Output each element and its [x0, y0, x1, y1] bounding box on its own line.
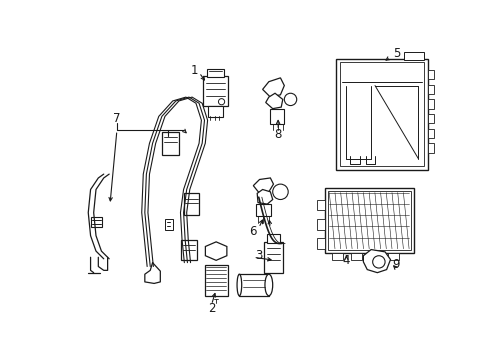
Bar — [427, 143, 433, 153]
Bar — [336, 59, 427, 170]
Bar — [316, 238, 324, 249]
Bar — [427, 70, 433, 80]
Bar — [327, 191, 410, 250]
Circle shape — [284, 93, 296, 105]
Polygon shape — [257, 189, 272, 204]
Bar — [91, 217, 102, 227]
Bar — [316, 219, 324, 230]
Bar — [207, 106, 223, 117]
Bar — [203, 76, 227, 106]
Ellipse shape — [237, 274, 241, 296]
Text: 8: 8 — [274, 127, 281, 140]
Bar — [427, 85, 433, 94]
Polygon shape — [253, 178, 273, 193]
Bar — [267, 234, 279, 243]
Circle shape — [218, 99, 224, 105]
Circle shape — [272, 184, 287, 199]
Bar — [350, 253, 361, 260]
Bar — [316, 199, 324, 210]
Bar — [204, 265, 227, 296]
Bar — [183, 193, 199, 215]
Circle shape — [372, 256, 384, 268]
Bar — [427, 114, 433, 123]
Bar — [239, 274, 268, 296]
Bar — [369, 253, 380, 260]
Polygon shape — [363, 249, 390, 273]
Ellipse shape — [264, 274, 272, 296]
Text: 9: 9 — [391, 258, 399, 271]
Bar — [264, 242, 282, 273]
Bar — [387, 253, 398, 260]
Bar — [324, 188, 413, 253]
Text: 3: 3 — [254, 249, 262, 262]
Text: 4: 4 — [342, 254, 349, 267]
Bar — [427, 129, 433, 138]
Bar — [332, 253, 343, 260]
Text: 6: 6 — [249, 225, 257, 238]
Bar — [404, 53, 423, 60]
Bar — [255, 204, 270, 216]
Bar — [270, 109, 284, 124]
Text: 7: 7 — [113, 112, 121, 125]
Bar — [427, 99, 433, 109]
Text: 2: 2 — [207, 302, 215, 315]
Polygon shape — [205, 242, 226, 260]
Polygon shape — [265, 93, 282, 109]
Bar — [164, 219, 172, 230]
Bar — [206, 69, 224, 77]
Text: 1: 1 — [190, 64, 198, 77]
Bar — [181, 239, 196, 260]
Text: 5: 5 — [392, 48, 400, 60]
Polygon shape — [262, 78, 284, 97]
Bar — [162, 132, 179, 155]
Bar — [340, 62, 423, 166]
